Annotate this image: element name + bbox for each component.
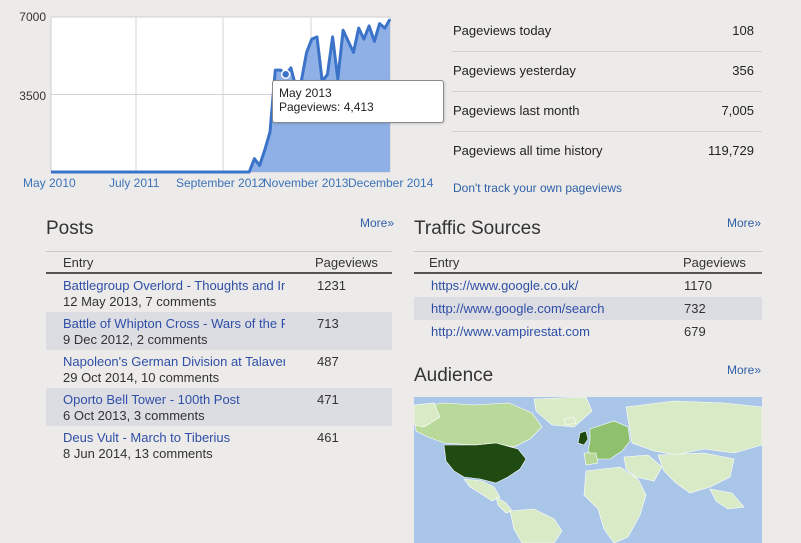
traffic-table-header: Entry Pageviews bbox=[414, 251, 762, 274]
audience-title: Audience bbox=[414, 365, 494, 386]
post-pageviews: 461 bbox=[317, 430, 339, 445]
y-tick-label-7000: 7000 bbox=[19, 10, 46, 24]
posts-table-header: Entry Pageviews bbox=[46, 251, 392, 274]
map-central-america bbox=[495, 496, 513, 514]
stat-label: Pageviews yesterday bbox=[453, 63, 576, 78]
chart-series-line bbox=[51, 18, 392, 174]
chart-area-fill bbox=[51, 19, 390, 173]
traffic-source-pageviews: 732 bbox=[684, 301, 706, 316]
map-iberia bbox=[583, 452, 599, 466]
x-tick-label-september-2012: September 2012 bbox=[176, 176, 265, 190]
x-tick-label-may-2010: May 2010 bbox=[23, 176, 76, 190]
map-south-america bbox=[509, 508, 563, 543]
stat-row-all-time: Pageviews all time history 119,729 bbox=[452, 131, 762, 171]
post-pageviews: 1231 bbox=[317, 278, 346, 293]
stat-label: Pageviews today bbox=[453, 23, 552, 38]
map-usa bbox=[443, 442, 527, 484]
traffic-sources-title: Traffic Sources bbox=[414, 218, 541, 239]
stat-value: 7,005 bbox=[721, 103, 754, 118]
posts-col-entry: Entry bbox=[63, 255, 94, 270]
map-greenland bbox=[533, 397, 593, 428]
stat-row-today: Pageviews today 108 bbox=[452, 11, 762, 52]
posts-title: Posts bbox=[46, 218, 94, 239]
stat-row-last-month: Pageviews last month 7,005 bbox=[452, 91, 762, 132]
table-row: http://www.vampirestat.com 679 bbox=[414, 320, 762, 343]
post-title-link[interactable]: Deus Vult - March to Tiberius bbox=[63, 430, 231, 445]
post-title-link[interactable]: Napoleon's German Division at Talavera bbox=[63, 354, 285, 369]
post-title-link[interactable]: Battlegroup Overlord - Thoughts and Impr… bbox=[63, 278, 285, 293]
table-row: http://www.google.com/search 732 bbox=[414, 297, 762, 320]
traffic-col-pageviews: Pageviews bbox=[683, 255, 746, 270]
post-title-link[interactable]: Battle of Whipton Cross - Wars of the Ro… bbox=[63, 316, 285, 331]
post-pageviews: 471 bbox=[317, 392, 339, 407]
x-tick-label-december-2014: December 2014 bbox=[348, 176, 434, 190]
map-africa bbox=[583, 466, 647, 543]
posts-col-pageviews: Pageviews bbox=[315, 255, 378, 270]
stat-value: 356 bbox=[732, 63, 754, 78]
table-row: Battle of Whipton Cross - Wars of the Ro… bbox=[46, 312, 392, 350]
table-row: Deus Vult - March to Tiberius 8 Jun 2014… bbox=[46, 426, 392, 464]
traffic-more-link[interactable]: More» bbox=[727, 216, 762, 230]
map-europe bbox=[587, 420, 631, 460]
audience-more-link[interactable]: More» bbox=[727, 363, 762, 377]
map-mexico bbox=[463, 478, 501, 502]
map-russia-asia bbox=[625, 400, 762, 456]
post-meta: 6 Oct 2013, 3 comments bbox=[63, 408, 205, 423]
chart-tooltip: May 2013 Pageviews: 4,413 bbox=[272, 80, 444, 123]
post-title-link[interactable]: Oporto Bell Tower - 100th Post bbox=[63, 392, 240, 407]
y-tick-label-3500: 3500 bbox=[19, 89, 46, 103]
traffic-source-pageviews: 1170 bbox=[684, 278, 712, 293]
map-canada bbox=[414, 402, 543, 448]
stat-label: Pageviews all time history bbox=[453, 143, 603, 158]
map-iceland bbox=[563, 416, 577, 426]
table-row: Battlegroup Overlord - Thoughts and Impr… bbox=[46, 274, 392, 312]
map-india-china bbox=[657, 452, 735, 494]
traffic-source-link[interactable]: http://www.google.com/search bbox=[431, 301, 605, 316]
post-pageviews: 713 bbox=[317, 316, 339, 331]
stat-value: 108 bbox=[732, 23, 754, 38]
posts-more-link[interactable]: More» bbox=[360, 216, 395, 230]
table-row: Oporto Bell Tower - 100th Post 6 Oct 201… bbox=[46, 388, 392, 426]
audience-world-map[interactable] bbox=[414, 397, 762, 543]
stat-row-yesterday: Pageviews yesterday 356 bbox=[452, 51, 762, 92]
tooltip-value: Pageviews: 4,413 bbox=[279, 100, 374, 114]
table-row: https://www.google.co.uk/ 1170 bbox=[414, 274, 762, 297]
stat-label: Pageviews last month bbox=[453, 103, 580, 118]
x-tick-label-november-2013: November 2013 bbox=[263, 176, 349, 190]
stat-value: 119,729 bbox=[707, 143, 754, 158]
map-uk bbox=[577, 430, 589, 446]
dont-track-link[interactable]: Don't track your own pageviews bbox=[453, 181, 623, 195]
chart-hover-point[interactable] bbox=[280, 69, 291, 80]
post-meta: 12 May 2013, 7 comments bbox=[63, 294, 217, 309]
traffic-source-link[interactable]: http://www.vampirestat.com bbox=[431, 324, 590, 339]
post-meta: 29 Oct 2014, 10 comments bbox=[63, 370, 220, 385]
table-row: Napoleon's German Division at Talavera 2… bbox=[46, 350, 392, 388]
x-tick-label-july-2011: July 2011 bbox=[109, 176, 160, 190]
map-southeast-asia bbox=[709, 488, 745, 510]
traffic-source-pageviews: 679 bbox=[684, 324, 706, 339]
map-middle-east bbox=[623, 454, 663, 482]
traffic-source-link[interactable]: https://www.google.co.uk/ bbox=[431, 278, 579, 293]
map-alaska bbox=[414, 402, 441, 428]
post-pageviews: 487 bbox=[317, 354, 339, 369]
post-meta: 8 Jun 2014, 13 comments bbox=[63, 446, 213, 461]
traffic-col-entry: Entry bbox=[429, 255, 460, 270]
post-meta: 9 Dec 2012, 2 comments bbox=[63, 332, 208, 347]
tooltip-date: May 2013 bbox=[279, 86, 332, 100]
